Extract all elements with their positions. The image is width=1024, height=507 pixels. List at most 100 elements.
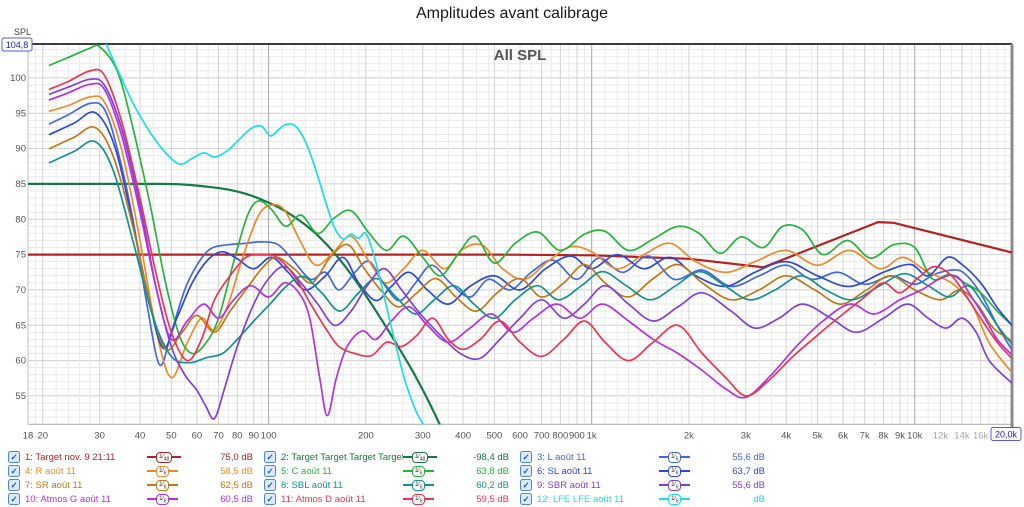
y-tick-70: 70 <box>15 285 26 296</box>
x-tick-10k: 10k <box>907 431 923 442</box>
smoothing-value-5: 1⁄6 <box>412 465 426 477</box>
legend-item-11: ✓ 11: Atmos D août 11 1⁄6 59,5 dB <box>256 492 512 506</box>
legend-level-7: 62,5 dB <box>220 479 253 491</box>
badge-line <box>403 484 412 486</box>
x-tick-300: 300 <box>415 431 431 442</box>
legend-checkbox-12[interactable]: ✓ <box>520 493 532 505</box>
y-tick-80: 80 <box>15 214 26 225</box>
chart-tick-labels: 18 20 30 40 50 60 70 80 90 100 200 300 400 500 600 700 8… <box>10 73 988 442</box>
smoothing-badge-7[interactable]: 1⁄6 <box>147 479 193 491</box>
smoothing-badge-4[interactable]: 1⁄6 <box>147 465 193 477</box>
legend-name-6: 6: SL août 11 <box>537 465 593 477</box>
legend-checkbox-4[interactable]: ✓ <box>8 465 20 477</box>
smoothing-badge-10[interactable]: 1⁄6 <box>147 493 193 505</box>
legend-level-9: 55,6 dB <box>732 479 765 491</box>
curve-12 <box>105 44 425 425</box>
x-tick-200: 200 <box>358 431 374 442</box>
smoothing-badge-3[interactable]: 1⁄6 <box>659 451 705 463</box>
legend-name-9: 9: SBR août 11 <box>537 479 601 491</box>
spl-chart: 18 20 30 40 50 60 70 80 90 100 200 300 400 500 600 700 8… <box>1 27 1022 442</box>
legend-checkbox-8[interactable]: ✓ <box>264 479 276 491</box>
legend: ✓ 1: Target nov. 9 21:11 1⁄48 75,0 dB ✓ 4: R … <box>0 447 1024 507</box>
badge-line <box>147 470 156 472</box>
badge-line <box>428 456 438 458</box>
badge-line <box>169 470 179 472</box>
legend-checkbox-11[interactable]: ✓ <box>264 493 276 505</box>
x-tick-40: 40 <box>135 431 146 442</box>
legend-checkbox-10[interactable]: ✓ <box>8 493 20 505</box>
chart-borders <box>27 43 1014 435</box>
smoothing-badge-5[interactable]: 1⁄6 <box>403 465 449 477</box>
badge-line <box>681 498 691 500</box>
legend-level-8: 60,2 dB <box>476 479 509 491</box>
smoothing-badge-11[interactable]: 1⁄6 <box>403 493 449 505</box>
smoothing-badge-9[interactable]: 1⁄6 <box>659 479 705 491</box>
badge-line <box>681 470 691 472</box>
curve-5 <box>48 44 1012 355</box>
smoothing-value-11: 1⁄6 <box>412 493 426 505</box>
x-tick-7k: 7k <box>860 431 870 442</box>
badge-line <box>425 484 435 486</box>
smoothing-value-1: 1⁄48 <box>156 451 173 463</box>
x-tick-100: 100 <box>261 431 277 442</box>
y-axis-unit-label: SPL <box>14 27 31 37</box>
x-tick-800: 800 <box>552 431 568 442</box>
badge-line <box>172 456 182 458</box>
x-tick-600: 600 <box>512 431 528 442</box>
legend-checkbox-2[interactable]: ✓ <box>264 451 276 463</box>
page-title: Amplitudes avant calibrage <box>415 5 609 22</box>
smoothing-badge-6[interactable]: 1⁄6 <box>659 465 705 477</box>
badge-line <box>147 484 156 486</box>
legend-level-10: 60,5 dB <box>220 493 253 505</box>
badge-line <box>147 498 156 500</box>
legend-name-1: 1: Target nov. 9 21:11 <box>25 451 116 463</box>
legend-name-4: 4: R août 11 <box>25 465 77 477</box>
x-max-value[interactable]: 20,0k <box>995 430 1018 440</box>
smoothing-value-12: 1⁄6 <box>668 493 682 505</box>
x-tick-18: 18 <box>23 431 34 442</box>
x-tick-70: 70 <box>213 431 224 442</box>
curve-8 <box>48 140 1012 364</box>
smoothing-badge-8[interactable]: 1⁄6 <box>403 479 449 491</box>
x-tick-4k: 4k <box>781 431 791 442</box>
legend-checkbox-6[interactable]: ✓ <box>520 465 532 477</box>
badge-line <box>403 456 412 458</box>
x-tick-14k: 14k <box>954 431 970 442</box>
plot-area[interactable] <box>28 44 1012 425</box>
x-tick-3k: 3k <box>741 431 751 442</box>
legend-item-1: ✓ 1: Target nov. 9 21:11 1⁄48 75,0 dB <box>0 450 256 464</box>
x-tick-16k: 16k <box>973 431 989 442</box>
legend-name-8: 8: SBL août 11 <box>281 479 343 491</box>
smoothing-badge-1[interactable]: 1⁄48 <box>147 451 193 463</box>
x-tick-30: 30 <box>94 431 105 442</box>
legend-item-5: ✓ 5: C août 11 1⁄6 63,8 dB <box>256 464 512 478</box>
y-max-value[interactable]: 104,8 <box>6 40 29 50</box>
y-tick-100: 100 <box>10 73 26 84</box>
badge-line <box>681 484 691 486</box>
curve-11 <box>48 68 1012 397</box>
legend-checkbox-5[interactable]: ✓ <box>264 465 276 477</box>
legend-level-3: 55,6 dB <box>732 451 765 463</box>
legend-item-8: ✓ 8: SBL août 11 1⁄6 60,2 dB <box>256 478 512 492</box>
smoothing-badge-12[interactable]: 1⁄6 <box>659 493 705 505</box>
x-max-edit-box[interactable] <box>990 427 1022 441</box>
y-tick-55: 55 <box>15 391 26 402</box>
x-tick-80: 80 <box>232 431 243 442</box>
legend-level-11: 59,5 dB <box>476 493 509 505</box>
badge-line <box>659 470 668 472</box>
legend-level-1: 75,0 dB <box>220 451 253 463</box>
legend-checkbox-7[interactable]: ✓ <box>8 479 20 491</box>
x-tick-500: 500 <box>486 431 502 442</box>
legend-column-2: ✓ 2: Target Target Target Target 1 1⁄48 -98… <box>256 447 512 507</box>
legend-checkbox-9[interactable]: ✓ <box>520 479 532 491</box>
smoothing-badge-2[interactable]: 1⁄48 <box>403 451 449 463</box>
legend-checkbox-3[interactable]: ✓ <box>520 451 532 463</box>
x-tick-50: 50 <box>166 431 177 442</box>
badge-line <box>403 498 412 500</box>
y-max-edit-box[interactable] <box>1 37 33 52</box>
badge-line <box>403 470 412 472</box>
smoothing-value-7: 1⁄6 <box>156 479 170 491</box>
legend-name-10: 10: Atmos G août 11 <box>25 493 111 505</box>
legend-column-3: ✓ 3: L août 11 1⁄6 55,6 dB ✓ 6: SL août 11 1⁄6… <box>512 447 1012 507</box>
legend-checkbox-1[interactable]: ✓ <box>8 451 20 463</box>
